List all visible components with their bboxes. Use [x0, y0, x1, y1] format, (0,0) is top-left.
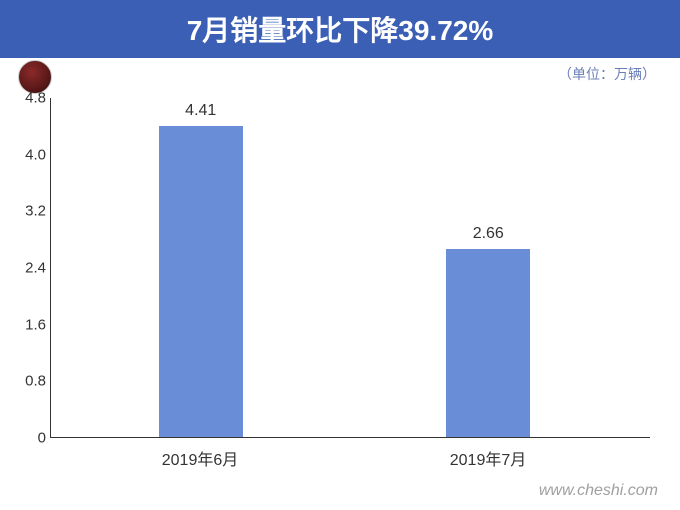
plot-region: 4.41 2.66	[50, 98, 650, 438]
subheader: （单位：万辆）	[0, 58, 680, 90]
y-axis: 00.81.62.43.24.04.8	[12, 98, 50, 438]
bar-value-label: 2.66	[446, 225, 530, 243]
watermark: www.cheshi.com	[539, 482, 658, 500]
y-tick-label: 2.4	[12, 260, 46, 277]
x-tick-label: 2019年6月	[162, 446, 239, 470]
y-tick-label: 1.6	[12, 316, 46, 333]
y-tick-label: 0	[12, 430, 46, 447]
chart-header: 7月销量环比下降39.72%	[0, 0, 680, 58]
bar-value-label: 4.41	[159, 102, 243, 120]
unit-label: （单位：万辆）	[558, 64, 656, 84]
bar: 4.41	[159, 126, 243, 437]
x-tick-label: 2019年7月	[450, 446, 527, 470]
y-tick-label: 3.2	[12, 203, 46, 220]
y-tick-label: 4.0	[12, 146, 46, 163]
chart-title: 7月销量环比下降39.72%	[187, 9, 494, 49]
y-tick-label: 0.8	[12, 373, 46, 390]
y-tick-label: 4.8	[12, 90, 46, 107]
chart-plot-area: 00.81.62.43.24.04.8 4.412.66	[50, 98, 650, 438]
bar: 2.66	[446, 249, 530, 437]
x-axis: 2019年6月 2019年7月	[50, 438, 650, 468]
